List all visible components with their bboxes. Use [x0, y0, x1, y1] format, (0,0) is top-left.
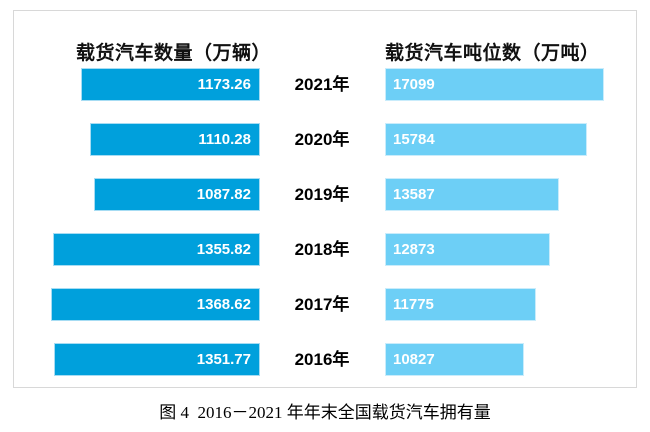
left-bar-value: 1351.77: [196, 351, 251, 368]
left-bar: 1368.62: [51, 288, 260, 321]
right-bar: 12873: [385, 233, 550, 266]
left-bar-value: 1110.28: [198, 131, 251, 148]
right-bar-value: 13587: [393, 186, 435, 203]
right-bar: 10827: [385, 343, 524, 376]
right-bar-value: 15784: [393, 131, 435, 148]
left-bar: 1173.26: [81, 68, 260, 101]
year-label: 2019年: [294, 185, 350, 204]
chart-panel: 载货汽车数量（万辆） 载货汽车吨位数（万吨） 1173.26 2021年 170…: [13, 10, 637, 388]
right-bar-value: 12873: [393, 241, 435, 258]
chart-row: 1087.82 2019年 13587: [14, 178, 636, 211]
year-label: 2018年: [294, 240, 350, 259]
right-bar: 17099: [385, 68, 604, 101]
left-series-header: 载货汽车数量（万辆）: [76, 43, 272, 64]
left-bar-value: 1173.26: [197, 76, 251, 93]
left-bar-value: 1368.62: [196, 296, 251, 313]
right-bar: 11775: [385, 288, 536, 321]
figure-caption: 图 4 2016－2021 年年末全国载货汽车拥有量: [159, 403, 491, 422]
year-label: 2017年: [294, 295, 350, 314]
left-bar-value: 1355.82: [196, 241, 251, 258]
right-bar-value: 10827: [393, 351, 435, 368]
year-label: 2021年: [294, 75, 350, 94]
left-bar: 1087.82: [94, 178, 260, 211]
chart-row: 1368.62 2017年 11775: [14, 288, 636, 321]
right-series-header: 载货汽车吨位数（万吨）: [385, 43, 600, 64]
left-bar-value: 1087.82: [196, 186, 251, 203]
right-bar: 13587: [385, 178, 559, 211]
chart-row: 1355.82 2018年 12873: [14, 233, 636, 266]
right-bar-value: 17099: [393, 76, 435, 93]
left-bar: 1351.77: [54, 343, 260, 376]
chart-row: 1110.28 2020年 15784: [14, 123, 636, 156]
right-bar: 15784: [385, 123, 587, 156]
year-label: 2016年: [294, 350, 350, 369]
left-bar: 1110.28: [90, 123, 260, 156]
left-bar: 1355.82: [53, 233, 260, 266]
right-bar-value: 11775: [393, 296, 434, 313]
year-label: 2020年: [294, 130, 350, 149]
chart-row: 1173.26 2021年 17099: [14, 68, 636, 101]
chart-row: 1351.77 2016年 10827: [14, 343, 636, 376]
